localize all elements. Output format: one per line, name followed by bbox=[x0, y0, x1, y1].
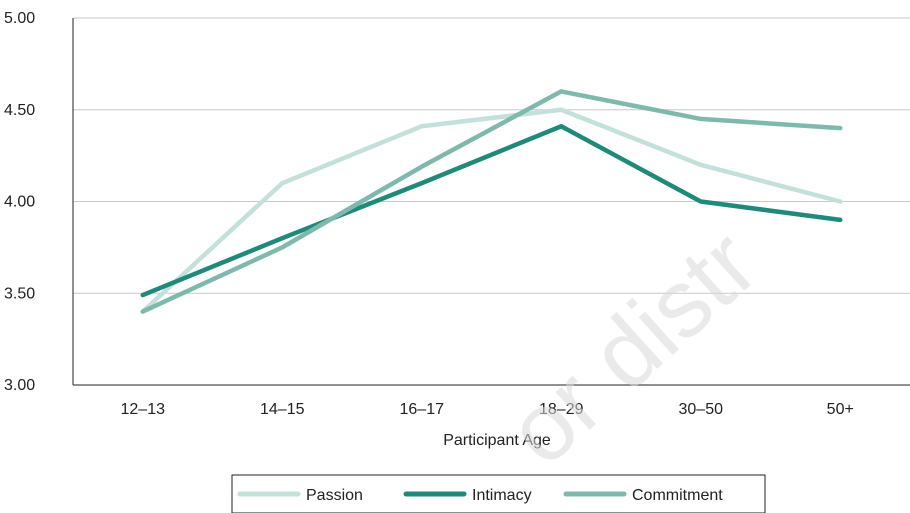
x-axis-ticks: 12–13 14–15 16–17 18–29 30–50 50+ bbox=[121, 401, 854, 418]
y-tick-label: 3.00 bbox=[4, 377, 35, 394]
x-axis-title: Participant Age bbox=[443, 432, 551, 449]
series-lines bbox=[140, 89, 843, 314]
legend: Passion Intimacy Commitment bbox=[231, 474, 766, 513]
series-line-passion bbox=[140, 107, 843, 314]
y-tick-label: 4.00 bbox=[4, 194, 35, 211]
x-tick-label: 14–15 bbox=[260, 401, 305, 418]
watermark: or distr bbox=[487, 210, 777, 486]
series-line-commitment bbox=[140, 89, 843, 314]
y-tick-label: 5.00 bbox=[4, 10, 35, 27]
legend-label-passion: Passion bbox=[306, 487, 363, 504]
y-axis-ticks: 3.00 3.50 4.00 4.50 5.00 bbox=[4, 10, 35, 394]
x-tick-label: 50+ bbox=[827, 401, 854, 418]
legend-label-intimacy: Intimacy bbox=[472, 487, 532, 504]
axes bbox=[72, 18, 910, 386]
y-tick-label: 4.50 bbox=[4, 102, 35, 119]
series-line-intimacy bbox=[140, 124, 843, 298]
legend-box bbox=[231, 474, 766, 513]
y-tick-label: 3.50 bbox=[4, 285, 35, 302]
legend-label-commitment: Commitment bbox=[632, 487, 723, 504]
x-tick-label: 18–29 bbox=[539, 401, 584, 418]
x-tick-label: 12–13 bbox=[121, 401, 166, 418]
x-tick-label: 16–17 bbox=[400, 401, 445, 418]
gridlines bbox=[73, 17, 910, 294]
x-tick-label: 30–50 bbox=[679, 401, 724, 418]
